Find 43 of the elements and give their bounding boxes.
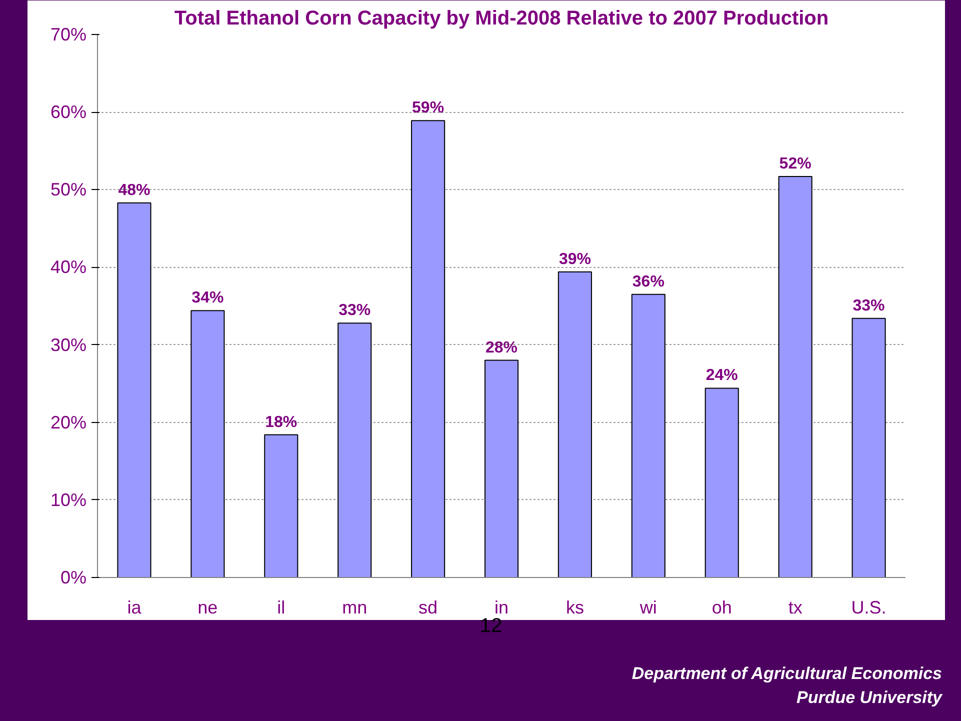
bar	[338, 322, 372, 578]
x-tick-label: oh	[712, 598, 732, 618]
chart-title: Total Ethanol Corn Capacity by Mid-2008 Relative to 2007 Production	[174, 8, 829, 30]
y-tick-label: 20%	[50, 412, 87, 432]
x-tick-label: mn	[342, 598, 368, 618]
bar	[558, 271, 592, 578]
y-tick-label: 70%	[50, 24, 87, 44]
x-tick-label: ks	[566, 598, 584, 618]
data-label: 24%	[706, 367, 738, 384]
x-tick-label: ia	[127, 598, 142, 618]
y-tick-label: 40%	[50, 257, 87, 278]
x-tick-label: tx	[788, 598, 802, 618]
y-tick-label: 50%	[50, 180, 87, 200]
bar	[484, 360, 519, 578]
bar	[778, 176, 812, 578]
bar	[264, 434, 298, 578]
bar	[852, 318, 886, 578]
x-tick-label: U.S.	[851, 598, 886, 618]
data-label: 59%	[412, 100, 444, 117]
data-label: 33%	[852, 297, 885, 314]
bar	[411, 120, 446, 578]
x-tick-label: ne	[198, 598, 218, 618]
bar	[631, 294, 666, 578]
bar	[117, 202, 152, 578]
data-label: 48%	[118, 182, 150, 199]
data-label: 52%	[779, 155, 812, 172]
data-label: 28%	[485, 339, 518, 356]
data-label: 36%	[632, 273, 664, 290]
x-tick-label: sd	[418, 598, 438, 618]
y-tick-label: 0%	[60, 568, 86, 588]
data-label: 33%	[338, 302, 371, 320]
bar	[190, 310, 225, 578]
data-label: 39%	[558, 250, 591, 268]
text: Department of Agricultural Economics	[632, 664, 942, 683]
y-tick-label: 30%	[50, 334, 87, 355]
data-label: 34%	[192, 290, 224, 307]
y-tick-label: 10%	[50, 490, 87, 510]
text: Purdue University	[796, 688, 942, 708]
x-tick-label: il	[277, 598, 286, 618]
x-tick-label: wi	[638, 598, 657, 618]
data-label: 18%	[265, 414, 298, 431]
bar	[704, 388, 739, 578]
y-tick-label: 60%	[50, 102, 87, 122]
